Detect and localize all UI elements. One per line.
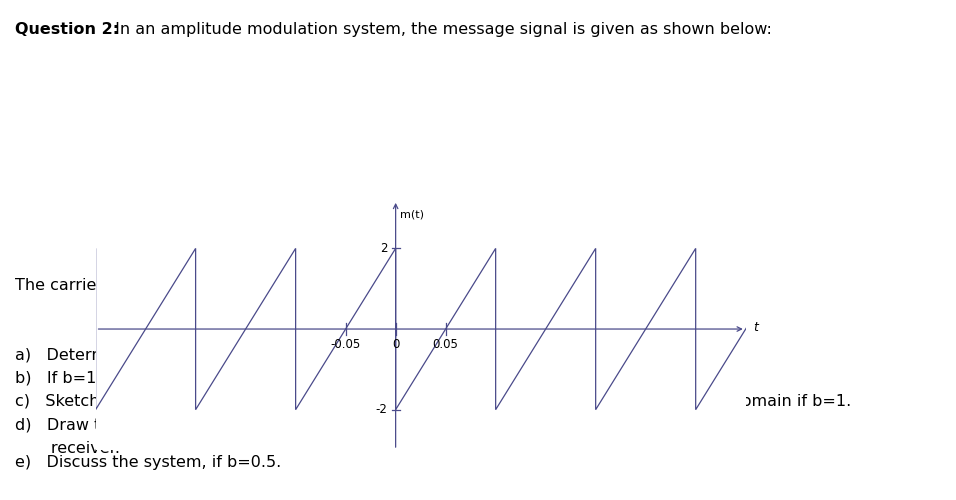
- Text: -0.05: -0.05: [331, 338, 360, 351]
- Text: e)   Discuss the system, if b=0.5.: e) Discuss the system, if b=0.5.: [15, 455, 281, 470]
- Text: Question 2:: Question 2:: [15, 22, 120, 37]
- Text: b)   If b=1, determine the modulation index and the modulation power efficiency.: b) If b=1, determine the modulation inde…: [15, 371, 670, 386]
- Text: receiver.: receiver.: [15, 441, 120, 456]
- Text: a)   Determine the average message power.: a) Determine the average message power.: [15, 348, 370, 363]
- Text: The carrier frequency is 1 kHz and the modulator output is:: The carrier frequency is 1 kHz and the m…: [15, 278, 493, 293]
- Text: -2: -2: [376, 403, 387, 416]
- Text: 0: 0: [392, 338, 400, 351]
- Text: t: t: [753, 320, 758, 334]
- Text: in time domain if b=1.: in time domain if b=1.: [660, 394, 851, 409]
- Text: d)   Draw the detailed receiver structure and show the signals at all the stages: d) Draw the detailed receiver structure …: [15, 418, 701, 433]
- Text: 0.05: 0.05: [433, 338, 459, 351]
- Text: 2: 2: [380, 242, 387, 255]
- Text: In an amplitude modulation system, the message signal is given as shown below:: In an amplitude modulation system, the m…: [110, 22, 771, 37]
- Text: c)   Sketch the modulated signal: c) Sketch the modulated signal: [15, 394, 286, 409]
- Text: $s(t) = 2[b+0.5m(t)]\cos(2\pi f_c t)$: $s(t) = 2[b+0.5m(t)]\cos(2\pi f_c t)$: [252, 394, 490, 415]
- Text: m(t): m(t): [400, 209, 424, 219]
- Text: $s(t) = 2[b+0.5m(t)]\cos(2\pi f_c t)$: $s(t) = 2[b+0.5m(t)]\cos(2\pi f_c t)$: [344, 305, 612, 328]
